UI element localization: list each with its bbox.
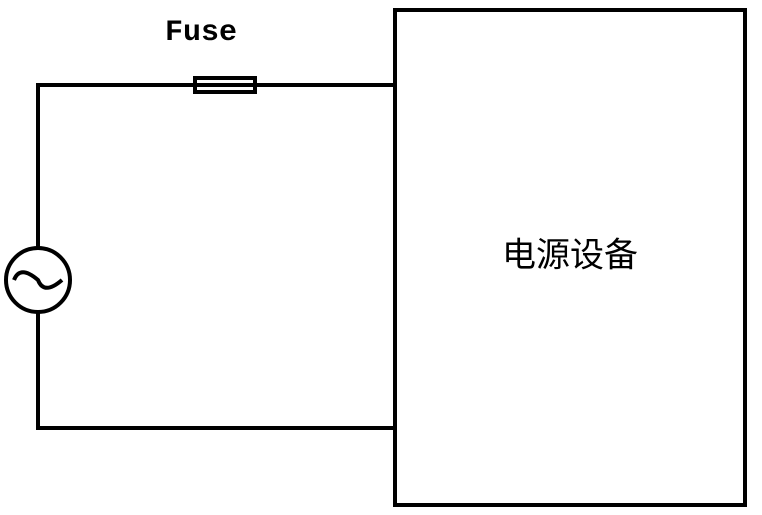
circuit-diagram: 电源设备 Fuse [0, 0, 762, 515]
device-box-label: 电源设备 [502, 236, 638, 274]
fuse-label: Fuse [165, 16, 237, 50]
